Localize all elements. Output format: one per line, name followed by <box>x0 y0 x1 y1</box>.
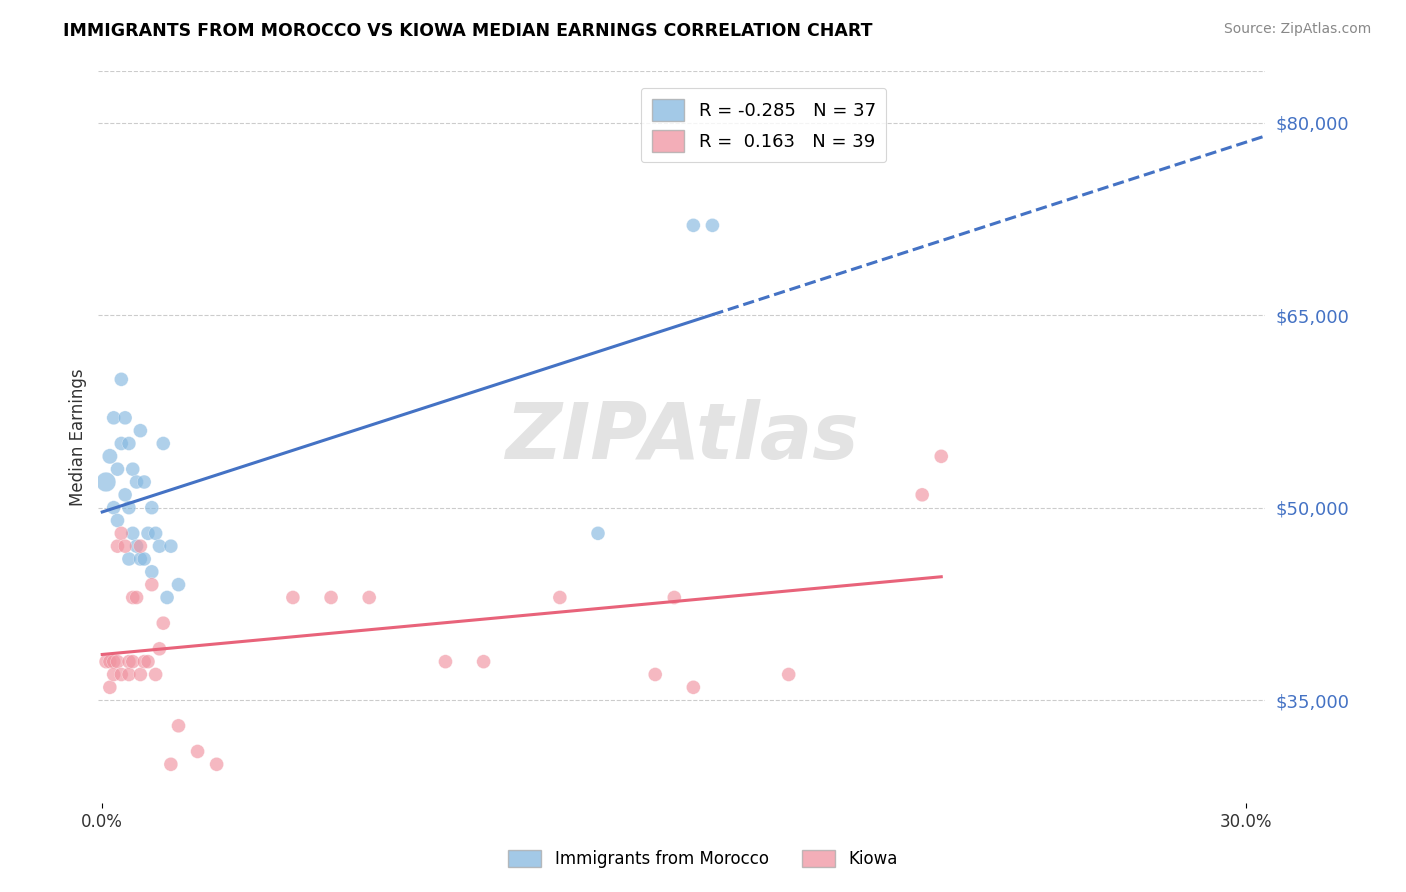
Text: Source: ZipAtlas.com: Source: ZipAtlas.com <box>1223 22 1371 37</box>
Point <box>125 591 148 605</box>
Point <box>121 462 143 476</box>
Point <box>129 424 152 438</box>
Text: ZIPAtlas: ZIPAtlas <box>505 399 859 475</box>
Point <box>136 526 159 541</box>
Point <box>118 500 141 515</box>
Point <box>118 552 141 566</box>
Point <box>103 500 125 515</box>
Point <box>434 655 457 669</box>
Legend: Immigrants from Morocco, Kiowa: Immigrants from Morocco, Kiowa <box>502 843 904 875</box>
Point <box>148 539 170 553</box>
Point <box>664 591 686 605</box>
Point <box>110 372 132 386</box>
Point <box>114 539 136 553</box>
Point <box>129 539 152 553</box>
Point <box>929 450 952 464</box>
Point <box>187 744 209 758</box>
Text: IMMIGRANTS FROM MOROCCO VS KIOWA MEDIAN EARNINGS CORRELATION CHART: IMMIGRANTS FROM MOROCCO VS KIOWA MEDIAN … <box>63 22 873 40</box>
Point <box>94 655 117 669</box>
Point <box>98 655 121 669</box>
Point <box>114 488 136 502</box>
Point <box>472 655 495 669</box>
Point <box>141 500 163 515</box>
Point <box>136 655 159 669</box>
Point <box>152 616 174 631</box>
Point <box>110 436 132 450</box>
Y-axis label: Median Earnings: Median Earnings <box>69 368 87 506</box>
Point <box>94 475 117 489</box>
Legend: R = -0.285   N = 37, R =  0.163   N = 39: R = -0.285 N = 37, R = 0.163 N = 39 <box>641 87 886 162</box>
Point <box>156 591 179 605</box>
Point <box>107 462 129 476</box>
Point <box>114 410 136 425</box>
Point <box>118 655 141 669</box>
Point <box>167 719 190 733</box>
Point <box>167 577 190 591</box>
Point <box>110 667 132 681</box>
Point <box>160 539 183 553</box>
Point <box>107 514 129 528</box>
Point <box>778 667 800 681</box>
Point <box>118 436 141 450</box>
Point <box>103 410 125 425</box>
Point <box>129 667 152 681</box>
Point <box>548 591 571 605</box>
Point <box>141 565 163 579</box>
Point <box>103 655 125 669</box>
Point <box>152 436 174 450</box>
Point <box>911 488 934 502</box>
Point <box>98 681 121 695</box>
Point <box>121 591 143 605</box>
Point <box>134 655 156 669</box>
Point <box>125 539 148 553</box>
Point <box>121 526 143 541</box>
Point <box>281 591 304 605</box>
Point <box>107 655 129 669</box>
Point <box>121 655 143 669</box>
Point <box>682 681 704 695</box>
Point <box>145 526 167 541</box>
Point <box>359 591 381 605</box>
Point <box>134 475 156 489</box>
Point <box>129 552 152 566</box>
Point <box>141 577 163 591</box>
Point <box>110 526 132 541</box>
Point <box>205 757 228 772</box>
Point <box>103 667 125 681</box>
Point <box>134 552 156 566</box>
Point <box>148 641 170 656</box>
Point <box>702 219 724 233</box>
Point <box>107 539 129 553</box>
Point <box>118 667 141 681</box>
Point <box>125 475 148 489</box>
Point <box>160 757 183 772</box>
Point <box>98 450 121 464</box>
Point <box>586 526 609 541</box>
Point <box>682 219 704 233</box>
Point <box>319 591 342 605</box>
Point <box>145 667 167 681</box>
Point <box>644 667 666 681</box>
